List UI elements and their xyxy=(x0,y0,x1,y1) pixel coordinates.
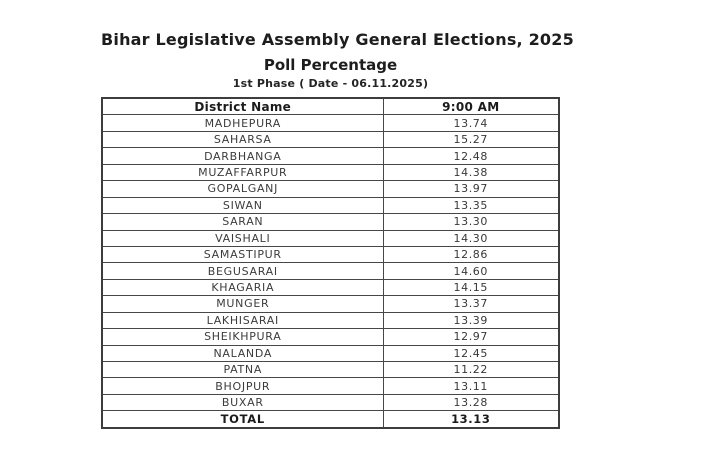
table-row: SIWAN 13.35 xyxy=(101,196,560,215)
district-cell: MADHEPURA xyxy=(101,114,384,132)
table-row: DARBHANGA 12.48 xyxy=(101,147,560,165)
table-row: GOPALGANJ 13.97 xyxy=(101,180,560,198)
district-cell: BUXAR xyxy=(101,393,384,412)
district-cell: SARAN xyxy=(101,213,384,231)
page-title: Bihar Legislative Assembly General Elect… xyxy=(101,30,574,49)
value-cell: 12.45 xyxy=(382,344,560,363)
table-row: PATNA 11.22 xyxy=(101,360,560,379)
table-row: KHAGARIA 14.15 xyxy=(101,278,560,297)
value-cell: 14.38 xyxy=(382,163,560,182)
table-row: MUNGER 13.37 xyxy=(101,295,560,313)
table-total-row: TOTAL 13.13 xyxy=(101,410,560,429)
value-cell: 13.35 xyxy=(382,196,560,215)
page-subtitle: Poll Percentage xyxy=(263,56,398,74)
total-label-cell: TOTAL xyxy=(101,410,384,429)
value-cell: 15.27 xyxy=(382,130,560,149)
district-cell: BHOJPUR xyxy=(101,377,384,395)
column-header-time: 9:00 AM xyxy=(382,97,560,116)
district-cell: LAKHISARAI xyxy=(101,311,384,330)
table-row: VAISHALI 14.30 xyxy=(101,229,560,247)
district-cell: GOPALGANJ xyxy=(101,180,384,198)
value-cell: 13.30 xyxy=(382,213,560,231)
value-cell: 12.97 xyxy=(382,328,560,346)
value-cell: 14.15 xyxy=(382,278,560,297)
poll-table-body: MADHEPURA 13.74 SAHARSA 15.27 DARBHANGA 12.48… xyxy=(101,114,560,429)
table-row: BUXAR 13.28 xyxy=(101,393,560,412)
value-cell: 11.22 xyxy=(382,360,560,379)
column-header-district: District Name xyxy=(101,97,384,116)
table-row: SHEIKHPURA 12.97 xyxy=(101,328,560,346)
district-cell: MUZAFFARPUR xyxy=(101,163,384,182)
district-cell: BEGUSARAI xyxy=(101,262,384,280)
table-row: NALANDA 12.45 xyxy=(101,344,560,363)
value-cell: 13.39 xyxy=(382,311,560,330)
table-row: SAMASTIPUR 12.86 xyxy=(101,245,560,264)
district-cell: PATNA xyxy=(101,360,384,379)
district-cell: VAISHALI xyxy=(101,229,384,247)
district-cell: SAHARSA xyxy=(101,130,384,149)
table-row: LAKHISARAI 13.39 xyxy=(101,311,560,330)
value-cell: 12.48 xyxy=(382,147,560,165)
table-header-row: District Name 9:00 AM xyxy=(101,97,560,116)
value-cell: 13.74 xyxy=(382,114,560,132)
table-row: MUZAFFARPUR 14.38 xyxy=(101,163,560,182)
district-cell: KHAGARIA xyxy=(101,278,384,297)
value-cell: 14.30 xyxy=(382,229,560,247)
value-cell: 13.37 xyxy=(382,295,560,313)
table-row: MADHEPURA 13.74 xyxy=(101,114,560,132)
document-content: Bihar Legislative Assembly General Elect… xyxy=(101,30,574,429)
value-cell: 13.28 xyxy=(382,393,560,412)
district-cell: SIWAN xyxy=(101,196,384,215)
value-cell: 13.11 xyxy=(382,377,560,395)
table-row: BEGUSARAI 14.60 xyxy=(101,262,560,280)
district-cell: DARBHANGA xyxy=(101,147,384,165)
total-value-cell: 13.13 xyxy=(382,410,560,429)
table-row: SARAN 13.30 xyxy=(101,213,560,231)
district-cell: MUNGER xyxy=(101,295,384,313)
district-cell: NALANDA xyxy=(101,344,384,363)
poll-percentage-table: District Name 9:00 AM MADHEPURA 13.74 SAHA… xyxy=(101,97,560,429)
value-cell: 14.60 xyxy=(382,262,560,280)
value-cell: 12.86 xyxy=(382,245,560,264)
value-cell: 13.97 xyxy=(382,180,560,198)
table-row: SAHARSA 15.27 xyxy=(101,130,560,149)
table-row: BHOJPUR 13.11 xyxy=(101,377,560,395)
phase-date-line: 1st Phase ( Date - 06.11.2025) xyxy=(232,77,429,90)
district-cell: SHEIKHPURA xyxy=(101,328,384,346)
district-cell: SAMASTIPUR xyxy=(101,245,384,264)
